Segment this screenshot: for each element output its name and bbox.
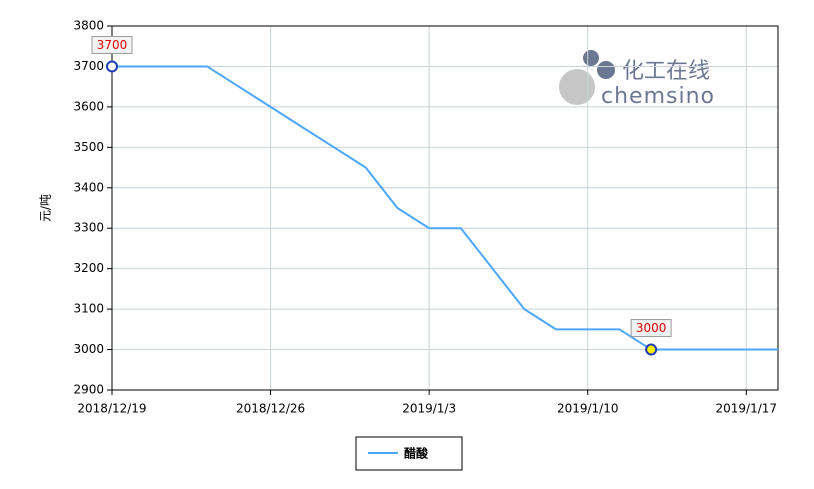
logo-circle (597, 61, 615, 79)
value-label-box (630, 319, 672, 338)
x-tick-label: 2018/12/19 (77, 402, 146, 416)
value-label: 3000 (636, 321, 667, 335)
logo-circle (583, 50, 599, 66)
legend-label: 醋酸 (404, 446, 429, 461)
x-tick-label: 2018/12/26 (236, 402, 305, 416)
x-tick-label: 2019/1/10 (557, 402, 619, 416)
y-tick-label: 3300 (73, 221, 104, 235)
y-tick-label: 3200 (73, 261, 104, 275)
watermark-text: chemsino (601, 84, 715, 109)
y-axis-label: 元/吨 (39, 194, 53, 222)
y-tick-label: 2900 (73, 383, 104, 397)
x-tick-label: 2019/1/17 (716, 402, 778, 416)
y-tick-label: 3000 (73, 342, 104, 356)
watermark: 化工在线 chemsino (559, 50, 715, 109)
point-marker (106, 60, 118, 73)
plot-border (111, 25, 779, 391)
point-marker (645, 343, 658, 356)
series-line (112, 65, 778, 351)
y-tick-label: 3700 (73, 59, 104, 73)
y-tick-label: 3100 (73, 302, 104, 316)
value-label-box (91, 35, 133, 54)
watermark-text: 化工在线 (622, 59, 710, 84)
value-label: 3700 (97, 38, 128, 52)
logo-circle (559, 69, 595, 105)
y-tick-label: 3500 (73, 140, 104, 154)
y-tick-label: 3600 (73, 99, 104, 113)
y-tick-label: 3400 (73, 180, 104, 194)
x-tick-label: 2019/1/3 (402, 402, 456, 416)
y-tick-label: 3800 (73, 19, 104, 33)
